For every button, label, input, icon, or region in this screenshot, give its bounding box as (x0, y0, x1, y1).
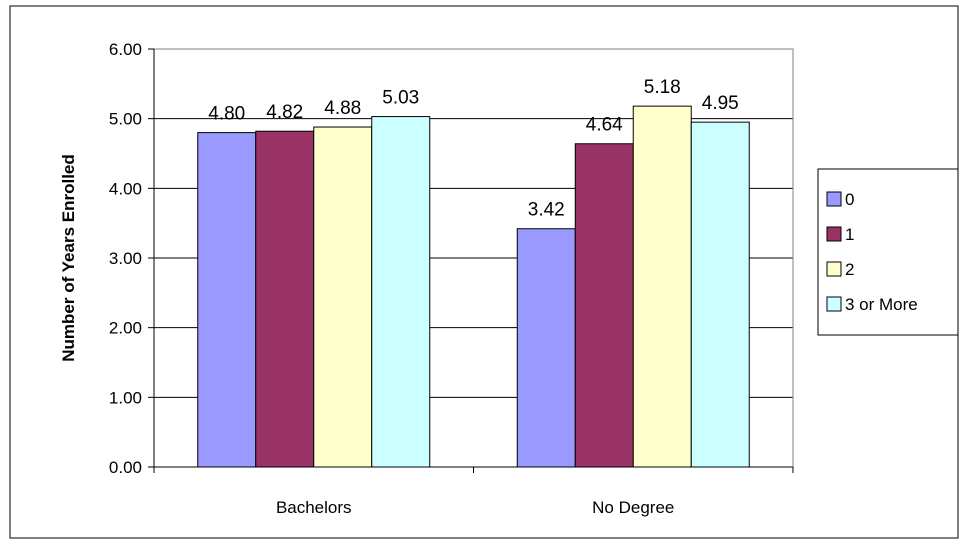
legend: 0 1 2 3 or More (817, 168, 959, 336)
data-label: 4.80 (208, 104, 245, 125)
bar-no-degree-series-2 (632, 105, 692, 468)
y-tick-label: 4.00 (109, 179, 142, 198)
bar-bachelors-series-0 (197, 132, 257, 468)
legend-label: 2 (845, 260, 854, 279)
data-label: 4.64 (586, 115, 623, 136)
y-tick-label: 5.00 (109, 110, 142, 129)
bar-no-degree-series-1 (574, 143, 634, 468)
legend-label: 0 (845, 190, 854, 209)
axes: 0.00 1.00 2.00 3.00 4.00 5.00 6.00 Bachelors No … (109, 40, 794, 517)
y-tick-label: 6.00 (109, 40, 142, 59)
legend-swatch (826, 261, 842, 277)
legend-swatch (826, 191, 842, 207)
data-label: 5.18 (644, 77, 681, 98)
legend-label: 1 (845, 225, 854, 244)
data-label: 3.42 (528, 200, 565, 221)
bar-no-degree-series-0 (516, 228, 576, 468)
data-label: 4.95 (702, 93, 739, 114)
y-tick-label: 1.00 (109, 388, 142, 407)
legend-label: 3 or More (845, 295, 918, 314)
x-tick-label: Bachelors (276, 498, 352, 517)
data-label: 5.03 (382, 88, 419, 109)
y-tick-label: 0.00 (109, 458, 142, 477)
chart-area-border (9, 5, 959, 539)
bar-bachelors-series-2 (313, 126, 373, 468)
data-label: 4.82 (266, 102, 303, 123)
legend-swatch (826, 296, 842, 312)
bar-no-degree-series-3 (690, 121, 750, 468)
legend-swatch (826, 226, 842, 242)
bar-bachelors-series-1 (255, 130, 315, 468)
y-axis-title: Number of Years Enrolled (59, 154, 78, 362)
y-tick-label: 3.00 (109, 249, 142, 268)
x-tick-label: No Degree (592, 498, 674, 517)
bar-bachelors-series-3 (371, 116, 431, 468)
y-tick-label: 2.00 (109, 319, 142, 338)
bars: 4.80 4.82 4.88 5.03 3.42 4.64 5.18 4.95 (197, 77, 750, 468)
data-label: 4.88 (324, 98, 361, 119)
